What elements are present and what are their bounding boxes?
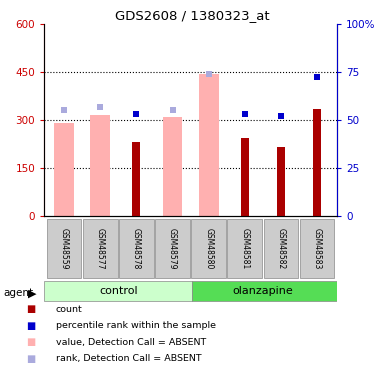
Text: ■: ■: [26, 304, 35, 314]
Bar: [228, 219, 262, 278]
Bar: [83, 219, 117, 278]
Text: GSM48578: GSM48578: [132, 228, 141, 269]
Text: olanzapine: olanzapine: [233, 286, 293, 296]
Bar: [264, 219, 298, 278]
Bar: [313, 109, 321, 216]
Bar: [155, 219, 190, 278]
Bar: [44, 280, 192, 301]
Text: agent: agent: [4, 288, 34, 298]
Text: GSM48581: GSM48581: [240, 228, 249, 269]
Text: ■: ■: [26, 354, 35, 364]
Text: GSM48583: GSM48583: [313, 228, 321, 269]
Bar: [162, 117, 182, 216]
Bar: [54, 123, 74, 216]
Bar: [119, 219, 154, 278]
Bar: [300, 219, 334, 278]
Text: GDS2608 / 1380323_at: GDS2608 / 1380323_at: [115, 9, 270, 22]
Bar: [192, 280, 337, 301]
Text: percentile rank within the sample: percentile rank within the sample: [56, 321, 216, 330]
Bar: [241, 138, 249, 216]
Text: ■: ■: [26, 338, 35, 347]
Text: rank, Detection Call = ABSENT: rank, Detection Call = ABSENT: [56, 354, 201, 363]
Bar: [199, 74, 219, 216]
Bar: [277, 147, 285, 216]
Text: count: count: [56, 305, 82, 314]
Text: value, Detection Call = ABSENT: value, Detection Call = ABSENT: [56, 338, 206, 347]
Text: ■: ■: [26, 321, 35, 331]
Text: control: control: [99, 286, 138, 296]
Text: GSM48580: GSM48580: [204, 228, 213, 269]
Bar: [47, 219, 82, 278]
Bar: [90, 115, 110, 216]
Text: GSM48579: GSM48579: [168, 228, 177, 269]
Text: ▶: ▶: [28, 288, 36, 298]
Bar: [191, 219, 226, 278]
Text: GSM48559: GSM48559: [60, 228, 69, 269]
Text: GSM48582: GSM48582: [276, 228, 285, 269]
Bar: [132, 142, 141, 216]
Text: GSM48577: GSM48577: [96, 228, 105, 269]
